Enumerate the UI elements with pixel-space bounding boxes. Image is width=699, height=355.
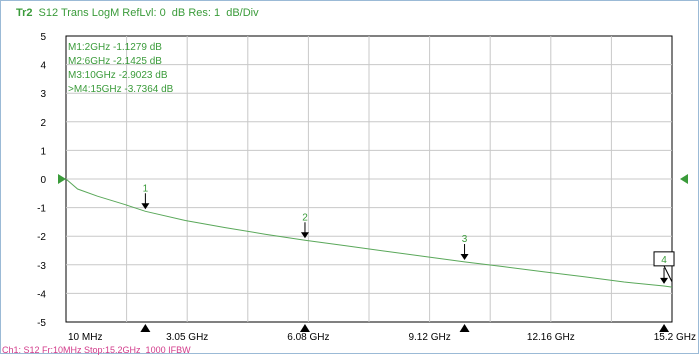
marker-arrowhead[interactable]	[141, 203, 150, 210]
marker-readout: M1:2GHz -1.1279 dB	[68, 42, 162, 53]
trace-settings: S12 Trans LogM RefLvl: 0 dB Res: 1 dB/Di…	[38, 7, 259, 19]
marker-arrowhead[interactable]	[660, 277, 669, 284]
marker-number: 3	[462, 234, 468, 245]
y-tick-label: 2	[40, 118, 46, 129]
y-tick-label: -4	[37, 289, 46, 300]
y-tick-label: -1	[37, 204, 46, 215]
bottom-marker-indicator	[659, 324, 670, 332]
y-tick-label: -2	[37, 232, 46, 243]
active-marker-box[interactable]	[653, 251, 675, 267]
bottom-marker-indicator	[299, 324, 310, 332]
marker-readout: M3:10GHz -2.9023 dB	[68, 70, 168, 81]
ref-level-arrow-left	[58, 174, 66, 184]
y-tick-label: 4	[40, 61, 46, 72]
marker-readout: >M4:15GHz -3.7364 dB	[68, 84, 174, 95]
y-tick-label: 5	[40, 32, 46, 43]
y-tick-label: -3	[37, 261, 46, 272]
bottom-marker-indicator	[140, 324, 151, 332]
x-tick-label: 10 MHz	[68, 332, 102, 343]
y-tick-label: 0	[40, 175, 46, 186]
x-tick-label: 9.12 GHz	[408, 332, 450, 343]
marker-number: 4	[661, 255, 667, 266]
active-marker-leader	[663, 265, 673, 283]
ref-level-arrow-right	[680, 174, 688, 184]
x-tick-label: 12.16 GHz	[527, 332, 575, 343]
y-tick-label: 1	[40, 146, 46, 157]
x-tick-label: 15.2 GHz	[654, 332, 696, 343]
y-tick-label: -5	[37, 318, 46, 329]
footer-status: Ch1: S12 Fr:10MHz Stop:15.2GHz 1000 IFBW	[2, 345, 191, 355]
marker-arrowhead[interactable]	[460, 254, 469, 261]
trace-id[interactable]: Tr2	[16, 7, 33, 19]
x-tick-label: 3.05 GHz	[166, 332, 208, 343]
trace-header: Tr2 S12 Trans LogM RefLvl: 0 dB Res: 1 dB…	[16, 7, 259, 19]
marker-readout: M2:6GHz -2.1425 dB	[68, 56, 162, 67]
marker-arrowhead[interactable]	[300, 232, 309, 239]
y-tick-label: 3	[40, 89, 46, 100]
trace-line	[65, 178, 673, 288]
marker-number: 2	[302, 212, 308, 223]
x-tick-label: 6.08 GHz	[287, 332, 329, 343]
marker-number: 1	[143, 183, 149, 194]
bottom-marker-indicator	[459, 324, 470, 332]
